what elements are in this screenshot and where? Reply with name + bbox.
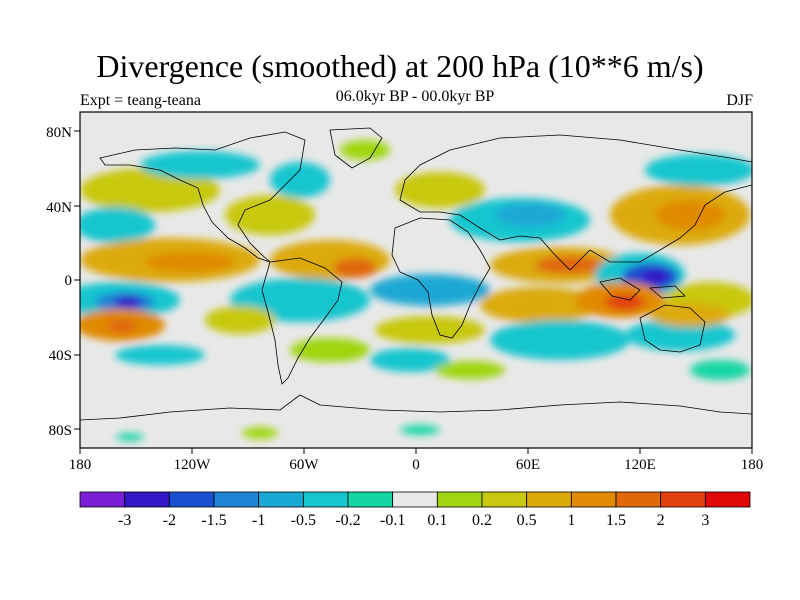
colorbar-label: 2 <box>657 512 665 529</box>
colorbar-label: -0.2 <box>335 512 360 529</box>
lat-label-0: 0 <box>65 273 73 289</box>
axis-ticks <box>74 130 753 454</box>
australia-outline <box>639 304 706 353</box>
colorbar-label: -1.5 <box>201 512 226 529</box>
lon-label-0: 0 <box>412 457 420 473</box>
colorbar-swatch <box>570 491 617 508</box>
divergence-field <box>80 112 752 448</box>
colorbar-swatch <box>213 491 260 508</box>
colorbar-label: 1.5 <box>606 512 626 529</box>
colorbar-label: -0.5 <box>291 512 316 529</box>
antarctica-outline <box>80 394 752 421</box>
colorbar-swatch <box>79 491 126 508</box>
coastlines <box>80 127 752 421</box>
lon-label-120w: 120W <box>174 457 212 473</box>
colorbar-label: -3 <box>118 512 131 529</box>
colorbar-swatch <box>704 491 751 508</box>
lon-label-180e: 180 <box>741 457 764 473</box>
maritime-continent-outline <box>599 277 686 301</box>
season-label: DJF <box>726 92 753 109</box>
period-label: 06.0kyr BP - 00.0kyr BP <box>335 88 495 105</box>
colorbar-label: -1 <box>252 512 265 529</box>
colorbar-swatch <box>258 491 304 508</box>
colorbar-swatch <box>124 491 170 508</box>
lon-label-180w: 180 <box>69 457 92 473</box>
africa-outline <box>391 217 491 339</box>
lat-label-80n: 80N <box>46 125 72 141</box>
lon-label-60e: 60E <box>516 457 540 473</box>
colorbar-swatch <box>436 491 483 508</box>
colorbar-label: -2 <box>163 512 176 529</box>
colorbar-swatch <box>392 491 438 508</box>
lon-label-60w: 60W <box>289 457 319 473</box>
colorbar-swatch <box>660 491 706 508</box>
lat-label-40n: 40N <box>46 200 72 216</box>
plot-title: Divergence (smoothed) at 200 hPa (10**6 … <box>96 48 704 84</box>
south-america-outline <box>261 257 343 385</box>
colorbar-swatch <box>526 491 572 508</box>
colorbar-swatch <box>347 491 394 508</box>
europe-asia-outline <box>399 134 752 271</box>
colorbar-labels: -3 -2 -1.5 -1 -0.5 -0.2 -0.1 0.1 0.2 0.5 1 1.5 2 3 <box>118 512 709 529</box>
lon-label-120e: 120E <box>624 457 656 473</box>
lat-label-40s: 40S <box>49 348 72 364</box>
colorbar-swatch <box>615 491 662 508</box>
colorbar-swatch <box>481 491 528 508</box>
greenland-outline <box>329 127 383 169</box>
colorbar-label: -0.1 <box>380 512 405 529</box>
colorbar-label: 0.1 <box>427 512 447 529</box>
colorbar-swatch <box>168 491 215 508</box>
north-america-outline <box>99 131 306 263</box>
lat-label-80s: 80S <box>49 423 72 439</box>
colorbar <box>79 491 751 508</box>
colorbar-swatch <box>302 491 349 508</box>
colorbar-label: 0.2 <box>472 512 492 529</box>
experiment-label: Expt = teang-teana <box>80 92 201 109</box>
colorbar-label: 0.5 <box>517 512 537 529</box>
colorbar-label: 1 <box>567 512 575 529</box>
colorbar-label: 3 <box>701 512 709 529</box>
